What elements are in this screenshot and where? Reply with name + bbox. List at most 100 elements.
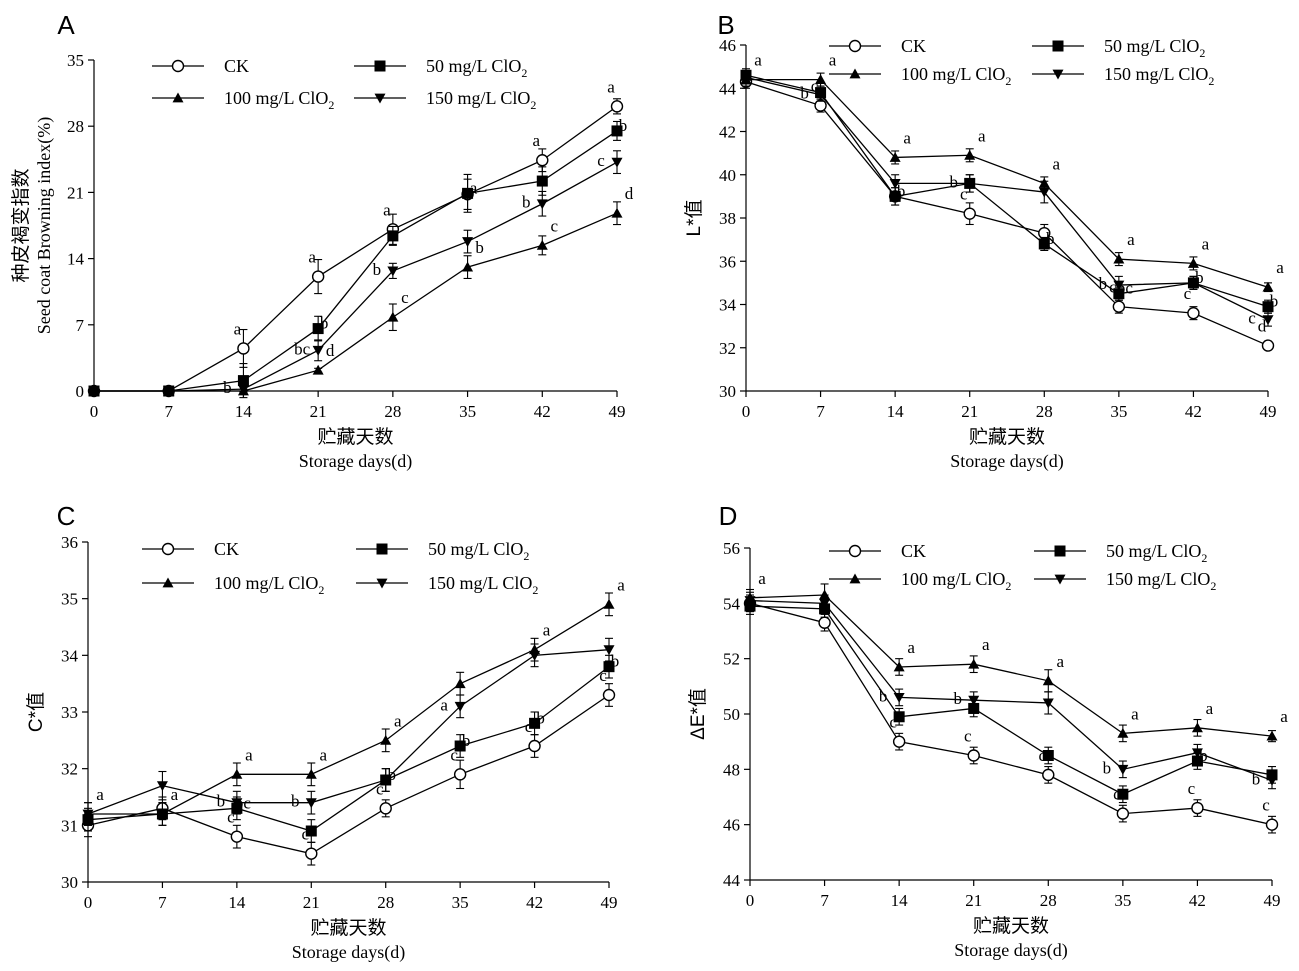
legend-subscript: 2	[1005, 579, 1011, 593]
legend-label-text: 100 mg/L ClO	[901, 64, 1005, 84]
significance-letter: c	[1188, 779, 1196, 798]
data-point	[380, 775, 392, 786]
legend-label-text: 150 mg/L ClO	[428, 573, 532, 593]
y-tick-label: 33	[61, 703, 78, 722]
x-tick-label: 21	[965, 891, 982, 910]
series-3: b b b b	[744, 591, 1278, 790]
y-tick-label: 35	[67, 51, 84, 70]
legend-marker	[171, 59, 185, 73]
legend-subscript: 2	[318, 583, 324, 597]
legend-label: CK	[224, 56, 249, 76]
x-axis-title-cn: 贮藏天数	[973, 915, 1049, 937]
legend-label: CK	[901, 36, 926, 56]
data-point	[529, 717, 541, 729]
data-point	[1261, 339, 1275, 352]
series-line	[88, 603, 610, 815]
significance-letter: b	[320, 314, 329, 333]
data-point	[237, 342, 250, 355]
y-tick-label: 28	[67, 117, 84, 136]
legend-label: 50 mg/L ClO2	[1104, 36, 1205, 60]
data-point	[967, 749, 980, 762]
significance-letter: d	[1258, 317, 1267, 336]
legend-subscript: 2	[530, 98, 536, 112]
data-point	[312, 364, 324, 375]
x-tick-label: 21	[961, 402, 978, 421]
x-tick-label: 49	[609, 402, 626, 421]
legend-marker	[849, 573, 861, 584]
y-tick-label: 21	[67, 183, 84, 202]
y-tick-label: 46	[719, 36, 736, 55]
legend-label: 50 mg/L ClO2	[1106, 541, 1207, 565]
data-point	[536, 199, 548, 210]
x-tick-label: 7	[158, 893, 167, 912]
x-tick-label: 14	[891, 891, 909, 910]
data-point	[819, 598, 831, 609]
legend-subscript: 2	[328, 98, 334, 112]
data-point	[387, 230, 399, 242]
legend-marker	[376, 578, 388, 589]
legend-marker	[848, 544, 862, 558]
significance-letter: a	[758, 569, 766, 588]
legend-item: 150 mg/L ClO2	[354, 88, 536, 112]
legend-subscript: 2	[1201, 551, 1207, 565]
legend-label: 150 mg/L ClO2	[426, 88, 536, 112]
legend-marker	[1054, 574, 1066, 585]
data-point	[1262, 315, 1274, 326]
data-point	[1262, 281, 1274, 292]
series-line	[745, 81, 1269, 347]
significance-letter: d	[625, 184, 634, 203]
x-tick-label: 42	[526, 893, 543, 912]
legend-label-text: 100 mg/L ClO	[224, 88, 328, 108]
x-tick-label: 7	[816, 402, 825, 421]
significance-letter: b	[879, 686, 888, 705]
y-axis-title-cn: 种皮褐变指数	[10, 168, 32, 282]
significance-letter: bc	[294, 339, 311, 358]
data-point	[893, 661, 905, 672]
data-point	[815, 90, 827, 101]
legend-label: 100 mg/L ClO2	[901, 569, 1011, 593]
data-point	[462, 187, 474, 199]
series-line	[94, 105, 618, 392]
significance-letter: a	[383, 200, 391, 219]
x-tick-label: 49	[601, 893, 618, 912]
data-point	[453, 768, 467, 781]
panel-a: A 0 7 14 21 28 35 42 49 0 7 14 21 28 35 贮藏天数 Storage day…	[10, 10, 634, 472]
legend-marker	[1052, 40, 1064, 52]
legend-label: 100 mg/L ClO2	[224, 88, 334, 112]
data-point	[963, 207, 976, 220]
x-tick-label: 28	[1040, 891, 1057, 910]
x-tick-label: 35	[452, 893, 469, 912]
data-point	[305, 825, 317, 837]
significance-letter: a	[1280, 707, 1288, 726]
data-point	[156, 781, 168, 792]
data-point	[1038, 187, 1050, 198]
x-tick-label: 28	[377, 893, 394, 912]
y-tick-label: 30	[719, 382, 736, 401]
y-tick-label: 38	[719, 209, 736, 228]
y-tick-label: 32	[61, 760, 78, 779]
legend-subscript: 2	[532, 583, 538, 597]
x-axis-title-en: Storage days(d)	[954, 940, 1067, 961]
significance-letter: c	[1184, 284, 1192, 303]
x-tick-label: 42	[1185, 402, 1202, 421]
significance-letter: b	[291, 792, 300, 811]
series-line	[94, 130, 618, 392]
data-point	[611, 157, 623, 168]
data-point	[305, 768, 317, 779]
data-point	[740, 73, 752, 83]
significance-letter: a	[308, 248, 316, 267]
significance-letter: c	[811, 77, 819, 96]
series-2: a a a a a a a a	[740, 51, 1284, 293]
significance-letter: a	[754, 51, 762, 70]
significance-letter: a	[1057, 652, 1065, 671]
data-point	[1117, 764, 1129, 775]
series-2: a a a a a a a	[82, 575, 625, 826]
legend-marker	[374, 60, 386, 72]
y-tick-label: 36	[719, 252, 736, 271]
data-point	[964, 149, 976, 160]
y-tick-label: 34	[61, 646, 79, 665]
significance-letter: c	[964, 727, 972, 746]
x-tick-label: 28	[1036, 402, 1053, 421]
